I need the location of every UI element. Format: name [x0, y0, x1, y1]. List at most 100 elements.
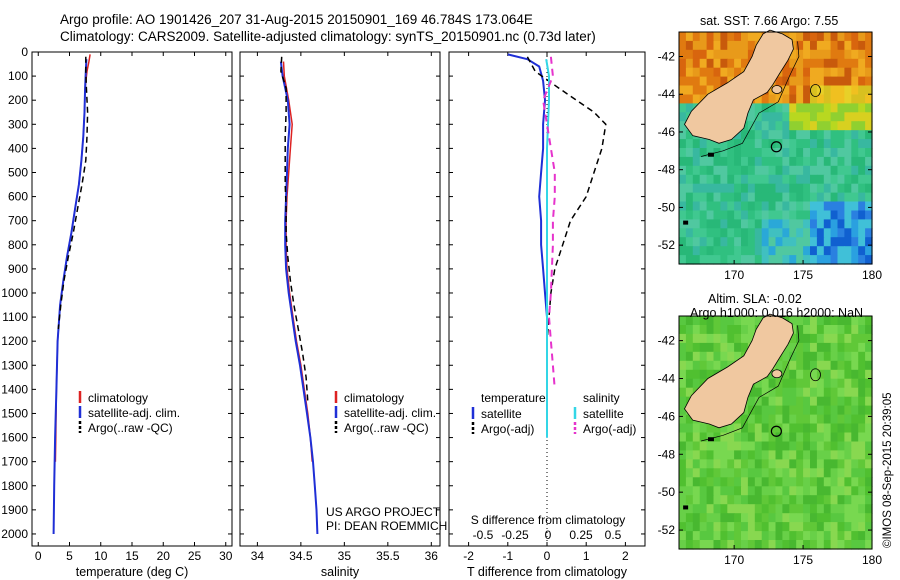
sst-map-cell: [844, 165, 852, 176]
sst-map-cell: [865, 76, 873, 87]
sla-map-cell: [844, 495, 852, 505]
sst-map-cell: [775, 165, 783, 176]
sst-map-cell: [727, 40, 735, 51]
sla-map-cell: [844, 540, 852, 550]
sla-map-cell: [706, 522, 715, 532]
sla-map-cell: [782, 432, 790, 443]
salinity-xtick-label: 35: [338, 549, 352, 563]
sla-map-cell: [706, 351, 715, 362]
sst-map-cell: [858, 210, 866, 220]
sla-map-cell: [685, 423, 694, 434]
sst-map-cell: [685, 49, 694, 60]
sst-map-cell: [692, 139, 701, 149]
sla-map-cell: [803, 423, 811, 434]
sla-map-cell: [851, 531, 859, 541]
sst-map-cell: [734, 246, 742, 256]
sla-map-cell: [851, 360, 859, 371]
sla-map-cell: [754, 316, 763, 326]
sla-map-cell: [741, 342, 749, 353]
sst-map-cell: [865, 94, 873, 104]
sla-map-cell: [679, 316, 687, 326]
sst-map-cell: [844, 246, 852, 256]
sst-map-cell: [768, 210, 777, 220]
sla-map-cell: [727, 495, 735, 505]
sla-map-cell: [734, 495, 742, 505]
sst-map-cell: [810, 67, 818, 78]
sla-map-cell: [747, 531, 756, 541]
sst-map-cell: [810, 49, 818, 60]
sla-map-cell: [754, 459, 763, 469]
sla-map-cell: [734, 351, 742, 362]
sst-map-cell: [775, 255, 783, 265]
sla-map-cell: [837, 405, 845, 416]
sla-map-cell: [789, 441, 797, 452]
sla-map-cell: [810, 522, 818, 532]
sla-map-cell: [761, 477, 770, 487]
sla-map-cell: [789, 333, 797, 344]
sst-map-cell: [692, 228, 701, 238]
sla-map-cell: [816, 316, 825, 326]
sla-map-cell: [768, 396, 777, 407]
sst-map-cell: [734, 58, 742, 69]
sst-map-cell: [803, 156, 811, 167]
sst-map-cell: [720, 210, 728, 220]
sst-map-cell: [830, 112, 839, 122]
legend-label: Argo(-adj): [481, 422, 534, 436]
sla-map-cell: [692, 333, 701, 344]
sla-map-cell: [858, 531, 866, 541]
sst-map-cell: [796, 130, 804, 140]
sst-map-cell: [782, 76, 790, 87]
sst-map-cell: [858, 219, 866, 229]
sla-map-cell: [803, 342, 811, 353]
series-line-argo-raw-qc-: [280, 56, 309, 402]
sla-map-cell: [699, 432, 708, 443]
sst-map-cell: [796, 192, 804, 203]
sst-map-ytick-label: -52: [658, 238, 676, 252]
sla-map-cell: [796, 369, 804, 380]
sla-map-cell: [692, 495, 701, 505]
sst-map-xtick-label: 170: [724, 268, 744, 282]
sst-map-cell: [713, 201, 721, 211]
sst-map-cell: [782, 112, 790, 122]
sla-map-cell: [775, 441, 783, 452]
sla-map-xtick-label: 180: [862, 553, 882, 567]
sst-map-cell: [706, 237, 715, 247]
sla-map-cell: [851, 468, 859, 478]
sst-map-cell: [679, 67, 687, 78]
sla-map-cell: [816, 423, 825, 434]
sst-map-cell: [679, 32, 687, 42]
sla-map-cell: [685, 360, 694, 371]
sst-map-cell: [692, 49, 701, 60]
sla-map-cell: [768, 504, 777, 514]
sst-map-cell: [782, 85, 790, 95]
sla-map-cell: [768, 405, 777, 416]
sla-map-cell: [858, 441, 866, 452]
sla-map-cell: [858, 477, 866, 487]
sst-map-cell: [858, 85, 866, 95]
sst-map-cell: [754, 201, 763, 211]
sla-map-cell: [816, 513, 825, 523]
sst-map-cell: [816, 40, 825, 51]
sla-map-cell: [844, 405, 852, 416]
sla-map-cell: [747, 468, 756, 478]
sla-map-cell: [706, 540, 715, 550]
sst-map-cell: [720, 76, 728, 87]
sst-map-cell: [699, 165, 708, 176]
sst-map-cell: [865, 228, 873, 238]
sst-map-cell: [720, 228, 728, 238]
sla-map-cell: [851, 316, 859, 326]
sst-map-cell: [782, 121, 790, 131]
sla-map-cell: [685, 504, 694, 514]
sst-map-cell: [720, 67, 728, 78]
sla-map-cell: [816, 432, 825, 443]
sst-map-cell: [816, 174, 825, 185]
sst-map-cell: [761, 192, 770, 203]
sst-map-cell: [685, 40, 694, 51]
legend-label: Argo(-adj): [583, 422, 636, 436]
sst-map-cell: [796, 67, 804, 78]
sst-map-cell: [803, 32, 811, 42]
sst-map-cell: [823, 76, 832, 87]
sla-map-cell: [858, 486, 866, 496]
sla-map-cell: [789, 387, 797, 398]
sla-map-cell: [796, 316, 804, 326]
